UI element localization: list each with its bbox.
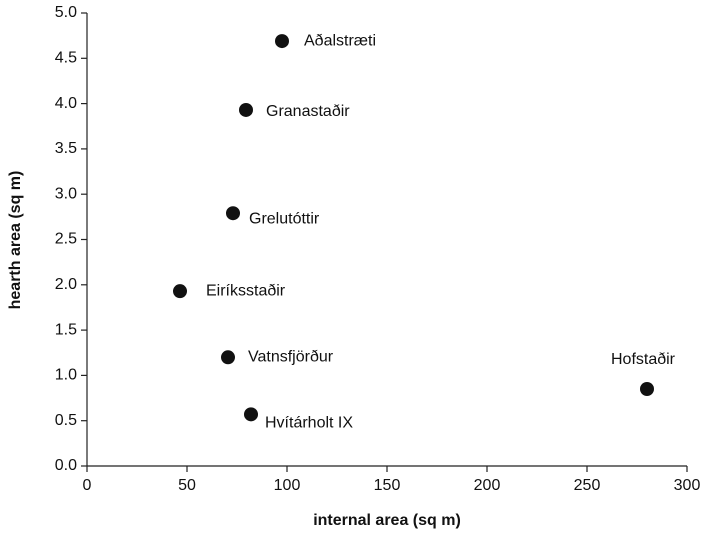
point-label: Vatnsfjörður — [248, 348, 334, 365]
y-tick-label: 5.0 — [55, 4, 77, 21]
y-tick-label: 1.5 — [55, 321, 77, 338]
point-label: Eiríksstaðir — [206, 282, 286, 299]
point — [221, 350, 235, 365]
point-label: Grelutóttir — [249, 210, 320, 227]
x-axis-title: internal area (sq m) — [313, 512, 461, 529]
x-tick-label: 250 — [574, 477, 601, 494]
y-tick-label: 3.0 — [55, 185, 77, 202]
point — [275, 34, 289, 49]
x-tick-label: 50 — [178, 477, 196, 494]
y-tick-label: 0.5 — [55, 412, 77, 429]
x-tick-label: 300 — [674, 477, 701, 494]
point-label: Hvítárholt IX — [265, 415, 353, 432]
x-tick-label: 200 — [474, 477, 501, 494]
x-tick-label: 100 — [274, 477, 301, 494]
y-tick-label: 4.5 — [55, 50, 77, 67]
y-tick-label: 4.0 — [55, 95, 77, 112]
point-label: Aðalstræti — [304, 32, 376, 49]
y-tick-label: 3.5 — [55, 140, 77, 157]
y-tick-label: 2.5 — [55, 231, 77, 248]
point — [640, 381, 654, 396]
y-axis-title: hearth area (sq m) — [7, 171, 24, 310]
point — [226, 206, 240, 221]
y-tick-label: 0.0 — [55, 457, 77, 474]
x-tick-label: 0 — [83, 477, 92, 494]
point-label: Hofstaðir — [611, 351, 676, 368]
point — [239, 102, 253, 117]
y-tick-label: 1.0 — [55, 367, 77, 384]
x-tick-label: 150 — [374, 477, 401, 494]
point — [173, 284, 187, 299]
point-label: Granastaðir — [266, 103, 350, 120]
point — [244, 407, 258, 422]
y-tick-label: 2.0 — [55, 276, 77, 293]
